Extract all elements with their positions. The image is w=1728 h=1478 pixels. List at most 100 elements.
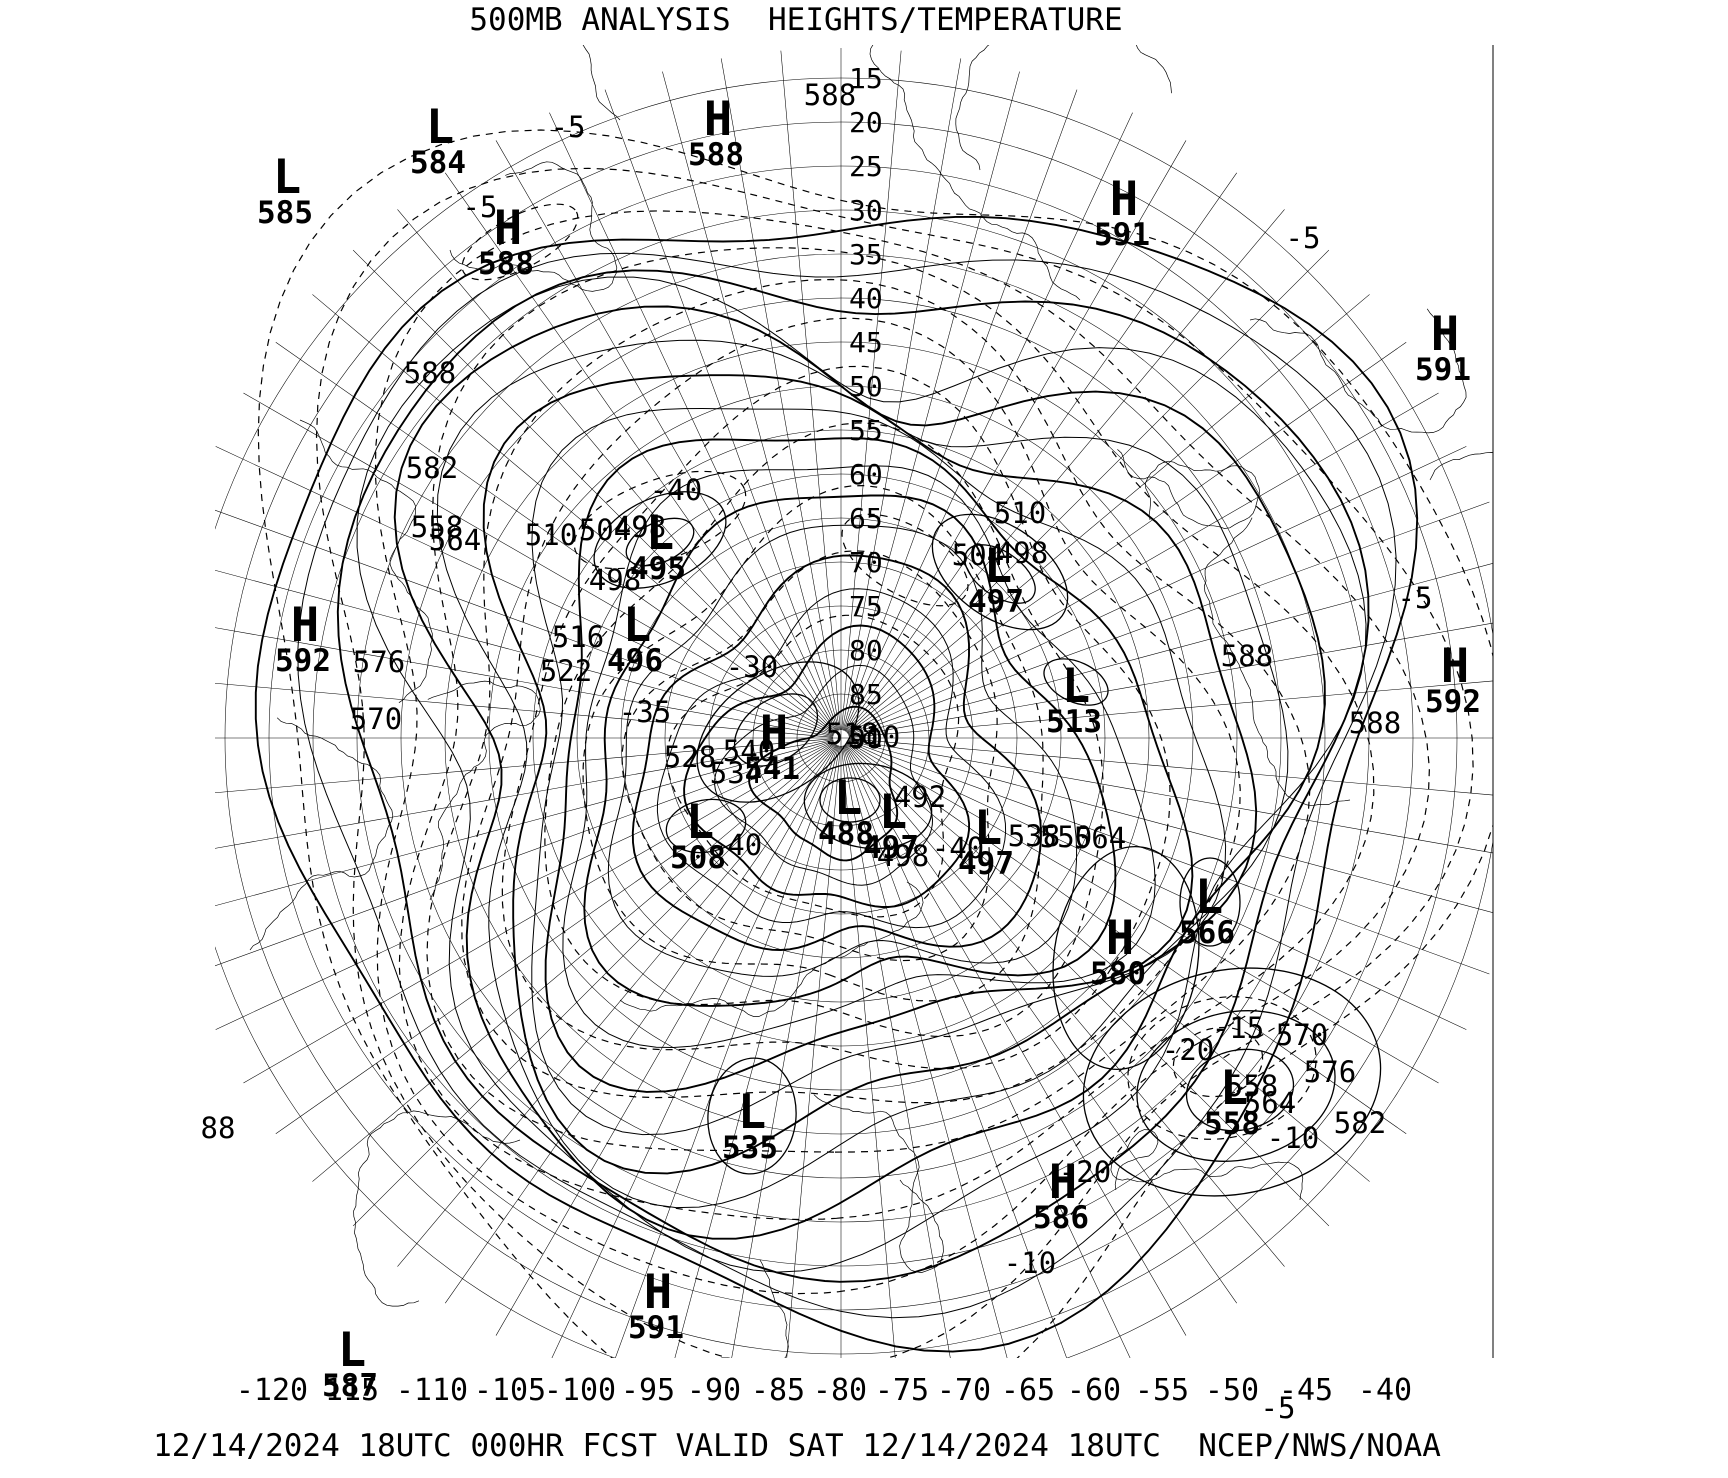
pressure-value: 591 [1094, 217, 1150, 253]
lon-label--45: -45 [1279, 1373, 1333, 1408]
pressure-letter-H: H [704, 92, 732, 147]
height-label-504: 504 [579, 513, 631, 547]
pressure-letter-H: H [760, 706, 788, 761]
height-label-582: 582 [1334, 1106, 1386, 1140]
closed-cell-contours [461, 203, 1382, 1197]
temp-label--5: -5 [463, 190, 498, 224]
temp-label--40: -40 [710, 828, 762, 862]
height-label-540: 540 [723, 734, 775, 768]
height-contour-552 [482, 374, 1258, 1175]
height-label-498: 498 [996, 536, 1048, 570]
pressure-letter-L: L [1062, 659, 1090, 714]
height-label-570: 570 [350, 702, 402, 736]
height-label-534: 534 [710, 756, 762, 790]
lat-label-20: 20 [849, 106, 883, 139]
pressure-value: 585 [257, 195, 313, 231]
pressure-letter-L: L [1195, 870, 1223, 925]
height-label-558: 558 [411, 510, 463, 544]
temp-label--15: -15 [1212, 1011, 1264, 1045]
lat-label-25: 25 [849, 150, 883, 183]
coastlines [249, 45, 1493, 1358]
height-label-518: 518 [826, 717, 878, 751]
temp-contour--50 [621, 550, 998, 962]
height-contour-534 [562, 465, 1156, 1049]
chart-footer: 12/14/2024 18UTC 000HR FCST VALID SAT 12… [153, 1428, 1441, 1464]
pressure-value: 591 [628, 1310, 684, 1346]
grid-meridians [215, 48, 1493, 1358]
pressure-letter-H: H [1110, 172, 1138, 227]
temp-label--5: -5 [1398, 581, 1433, 615]
map-canvas [215, 45, 1493, 1358]
lon-label--105: -105 [474, 1373, 546, 1408]
lon-label-115: 115 [325, 1373, 379, 1408]
height-contour-588 [254, 215, 1419, 1353]
pressure-letter-L: L [984, 539, 1012, 594]
height-label-492: 492 [894, 780, 946, 814]
height-label-498: 498 [614, 510, 666, 544]
lat-label-70: 70 [849, 546, 883, 579]
height-label-588: 588 [1221, 639, 1273, 673]
pressure-letter-L: L [834, 771, 862, 826]
temp-label--20: -20 [1162, 1033, 1214, 1067]
pressure-letter-H: H [494, 201, 522, 256]
temp-label--5: -5 [551, 110, 586, 144]
pressure-value: 535 [722, 1130, 778, 1166]
lat-label-40: 40 [849, 282, 883, 315]
temp-label--5: -5 [1261, 1391, 1296, 1425]
pressure-value: 591 [1415, 352, 1471, 388]
lon-label--40: -40 [1358, 1373, 1412, 1408]
pressure-letter-L: L [273, 150, 301, 205]
pressure-letter-L: L [426, 100, 454, 155]
height-contour-576 [336, 269, 1370, 1283]
pressure-letter-L: L [646, 506, 674, 561]
pressure-value: 588 [478, 246, 534, 282]
height-contour-564 [393, 305, 1326, 1240]
pressure-value: 587 [322, 1368, 378, 1404]
lat-label-15: 15 [849, 62, 883, 95]
lat-label-75: 75 [849, 590, 883, 623]
lon-label--55: -55 [1135, 1373, 1189, 1408]
pressure-value: 495 [630, 551, 686, 587]
pressure-letter-H: H [644, 1265, 672, 1320]
temp-label--35: -35 [619, 695, 671, 729]
height-label-582: 582 [406, 451, 458, 485]
temp-contour--25 [426, 278, 1311, 1153]
temp-contour--35 [501, 365, 1171, 1070]
pressure-value: 496 [607, 643, 663, 679]
height-contour-522 [607, 524, 1078, 977]
height-label-516: 516 [552, 620, 604, 654]
height-label-576: 576 [1304, 1055, 1356, 1089]
height-contour-510 [656, 588, 1007, 929]
height-label-550: 550 [1040, 820, 1092, 854]
pressure-letter-L: L [623, 598, 651, 653]
lat-label-50: 50 [849, 370, 883, 403]
height-label-570: 570 [1276, 1018, 1328, 1052]
height-label-498: 498 [877, 839, 929, 873]
temp-label--40: -40 [932, 831, 984, 865]
height-label-564: 564 [1074, 821, 1126, 855]
pressure-value: 586 [1033, 1200, 1089, 1236]
height-label-576: 576 [353, 645, 405, 679]
pressure-value: 497 [958, 846, 1014, 882]
height-label-564: 564 [429, 523, 481, 557]
pressure-letter-L: L [1220, 1061, 1248, 1116]
pressure-letter-L: L [974, 801, 1002, 856]
lon-label--120: -120 [236, 1373, 308, 1408]
height-label-588: 588 [404, 356, 456, 390]
height-contour-582 [297, 252, 1397, 1319]
pressure-value: 558 [1204, 1106, 1260, 1142]
